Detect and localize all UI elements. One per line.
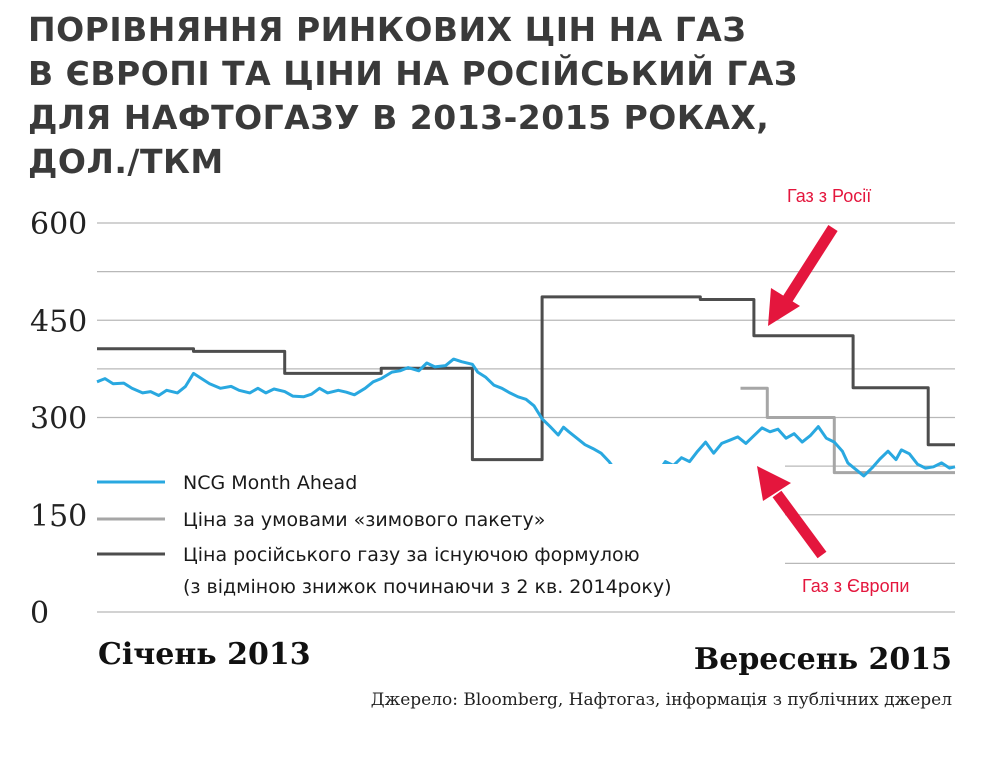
arrow-russia-head [768, 288, 800, 326]
annotation-russia: Газ з Росії [787, 186, 871, 206]
title-line: В ЄВРОПІ ТА ЦІНИ НА РОСІЙСЬКИЙ ГАЗ [28, 54, 798, 93]
legend-label-note: (з відміною знижок починаючи з 2 кв. 201… [183, 576, 671, 598]
x-axis-end-label: Вересень 2015 [693, 642, 952, 677]
chart-title: ПОРІВНЯННЯ РИНКОВИХ ЦІН НА ГАЗ В ЄВРОПІ … [28, 8, 848, 184]
series-line-winter [740, 386, 955, 475]
legend-label-ncg: NCG Month Ahead [183, 472, 357, 494]
x-axis-start-label: Січень 2013 [98, 637, 311, 672]
series-line-russian [97, 295, 955, 462]
legend-label-winter: Ціна за умовами «зимового пакету» [183, 509, 545, 531]
y-tick-label: 600 [30, 207, 87, 242]
source-note: Джерело: Bloomberg, Нафтогаз, інформація… [370, 690, 952, 710]
arrow-russia-shaft [782, 225, 838, 303]
title-line: ДЛЯ НАФТОГАЗУ В 2013-2015 РОКАХ, [28, 98, 770, 137]
y-tick-label: 300 [30, 402, 87, 437]
arrow-europe-head [757, 466, 791, 501]
y-tick-label: 0 [30, 596, 49, 631]
legend-background [95, 464, 785, 604]
y-tick-label: 150 [30, 499, 87, 534]
legend-label-russian: Ціна російського газу за існуючою формул… [183, 544, 640, 566]
arrow-europe-shaft [772, 490, 827, 559]
title-line: ПОРІВНЯННЯ РИНКОВИХ ЦІН НА ГАЗ [28, 10, 747, 49]
annotation-europe: Газ з Європи [802, 576, 909, 596]
series-line-ncg [96, 357, 956, 484]
y-tick-label: 450 [30, 304, 87, 339]
title-line: ДОЛ./ТКМ [28, 142, 224, 181]
